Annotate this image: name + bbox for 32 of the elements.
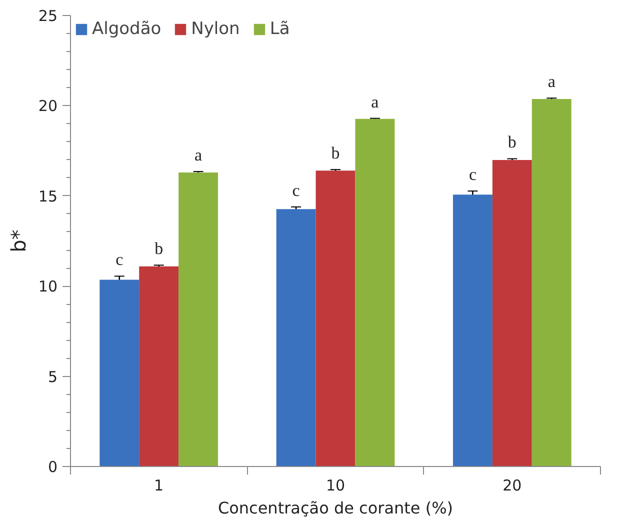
data-label: b xyxy=(154,239,164,258)
y-tick-label: 15 xyxy=(38,187,58,206)
legend-label: Algodão xyxy=(92,19,162,39)
bar xyxy=(532,99,572,466)
y-tick-label: 10 xyxy=(38,278,58,296)
bar xyxy=(276,209,316,466)
data-label: b xyxy=(331,144,340,163)
data-label: b xyxy=(508,132,516,152)
data-label: a xyxy=(371,92,380,112)
bar xyxy=(139,266,179,466)
bar xyxy=(316,170,356,466)
legend-label: Nylon xyxy=(191,19,240,39)
y-tick-label: 5 xyxy=(48,368,58,386)
data-label: c xyxy=(292,180,300,200)
legend-label: Lã xyxy=(270,19,290,39)
x-tick-label: 1 xyxy=(154,476,164,494)
x-axis-title: Concentração de corante (%) xyxy=(218,498,454,518)
x-tick-label: 20 xyxy=(502,476,522,494)
y-tick-label: 0 xyxy=(48,458,58,476)
y-axis-title: b* xyxy=(6,230,30,252)
y-tick-label: 25 xyxy=(38,7,58,25)
data-label: a xyxy=(548,72,556,92)
x-tick-label: 10 xyxy=(326,476,346,494)
data-label: c xyxy=(116,250,124,270)
bar xyxy=(100,280,140,466)
y-tick-label: 20 xyxy=(38,97,58,116)
data-label: a xyxy=(194,146,203,165)
bar xyxy=(355,118,395,466)
bar xyxy=(178,172,218,466)
bar xyxy=(492,160,532,466)
bar xyxy=(452,194,492,466)
data-label: c xyxy=(468,165,477,184)
